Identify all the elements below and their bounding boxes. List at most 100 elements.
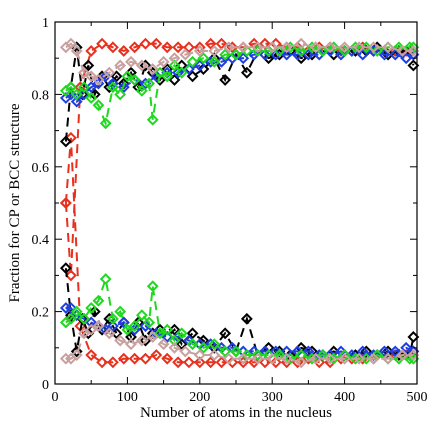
series-2-cp-point (237, 52, 250, 65)
series-3-bcc-point (251, 349, 264, 361)
series-3-bcc-point (135, 309, 148, 322)
series-0-bcc-line (64, 137, 414, 364)
series-3-cp-point (161, 70, 174, 83)
series-3-cp-point (371, 45, 384, 57)
series-2-cp-point (248, 48, 261, 61)
series-0-cp-point (96, 37, 108, 50)
series-4-bcc-point (396, 349, 409, 361)
series-2-cp-point (378, 48, 391, 61)
series-2-cp-point (172, 66, 184, 79)
series-1-bcc-point (70, 345, 83, 358)
series-4-cp-point (179, 48, 192, 61)
series-3-cp-point (175, 66, 188, 79)
series-2-cp-point (291, 48, 304, 61)
series-4-bcc-point (103, 327, 116, 340)
series-4-bcc-point (222, 352, 235, 365)
series-1-bcc-point (407, 331, 420, 343)
y-tick-label: 0.2 (32, 306, 50, 321)
series-0-cp-point (150, 37, 163, 50)
series-0-bcc-point (139, 352, 152, 365)
series-4-cp-point (193, 45, 206, 57)
series-4-bcc-point (309, 352, 322, 365)
series-3-bcc-point (168, 334, 181, 347)
series-1-bcc-point (392, 349, 405, 361)
series-3-bcc-point (349, 352, 362, 365)
series-4-bcc-point (266, 352, 279, 365)
series-0-bcc-point (215, 356, 228, 369)
y-tick-label: 0 (42, 378, 49, 393)
series-1-bcc-point (306, 345, 318, 358)
series-3-bcc-point (208, 338, 221, 351)
series-3-bcc-point (186, 338, 199, 351)
series-4-bcc-point (280, 352, 293, 365)
series-4-cp-point (135, 59, 148, 72)
series-3-cp-point (135, 84, 148, 97)
series-0-bcc-point (161, 352, 174, 365)
series-0-cp-point (139, 37, 152, 50)
series-3-cp-point (85, 92, 98, 104)
series-1-cp-point (139, 59, 152, 72)
series-3-bcc-point (327, 352, 340, 365)
series-3-cp-point (70, 88, 83, 101)
series-4-cp-line (65, 42, 414, 82)
series-4-cp-point (338, 41, 351, 54)
series-4-cp-point (237, 41, 250, 54)
series-4-cp-point (208, 45, 221, 57)
series-2-bcc-line (65, 307, 414, 357)
x-tick-label: 500 (407, 390, 428, 405)
series-4-cp-point (407, 45, 420, 57)
series-3-bcc-point (295, 349, 308, 361)
series-4-cp-point (146, 63, 159, 75)
series-4-bcc-line (65, 324, 414, 364)
series-4-cp-point (168, 52, 181, 65)
series-4-bcc-point (146, 331, 159, 343)
series-2-cp-point (204, 55, 217, 68)
series-1-bcc-point (88, 305, 101, 318)
series-3-cp-point (316, 45, 329, 57)
series-3-bcc-point (78, 312, 90, 325)
series-1-cp-point (168, 74, 181, 86)
series-4-cp-point (78, 66, 90, 79)
series-1-bcc-point (219, 327, 232, 340)
series-4-bcc-point (251, 352, 264, 365)
series-0-bcc-point (193, 356, 206, 369)
series-layer (59, 37, 420, 369)
series-3-cp-point (114, 88, 127, 101)
series-3-bcc-point (70, 305, 83, 318)
series-2-cp-point (117, 81, 130, 94)
series-4-bcc-point (353, 352, 365, 365)
series-0-cp-point (161, 41, 174, 54)
series-4-bcc-point (114, 334, 127, 347)
series-4-bcc-point (367, 352, 380, 365)
series-1-bcc-point (175, 338, 188, 351)
series-4-cp-point (353, 41, 365, 54)
series-4-cp-point (92, 74, 105, 86)
series-3-bcc-line (65, 278, 414, 360)
series-0-bcc-point (269, 356, 282, 369)
series-0-bcc-point (107, 356, 119, 369)
series-1-cp-point (407, 59, 420, 72)
series-4-cp-point (396, 45, 409, 57)
series-4-cp-point (324, 41, 337, 54)
series-1-cp-point (219, 74, 232, 86)
series-4-bcc-point (407, 349, 420, 361)
series-3-cp-point (99, 117, 112, 130)
x-tick-label: 400 (334, 390, 355, 405)
series-2-bcc-point (378, 345, 391, 358)
series-2-cp-line (65, 49, 414, 104)
series-2-cp-point (193, 59, 206, 72)
series-1-cp-point (295, 52, 308, 65)
series-2-bcc-point (65, 302, 77, 314)
series-4-bcc-point (208, 349, 221, 361)
series-3-bcc-point (219, 345, 232, 358)
series-4-bcc-point (324, 352, 337, 365)
series-0-bcc-point (226, 356, 239, 369)
series-2-bcc-point (139, 320, 152, 332)
series-4-cp-point (382, 41, 394, 54)
series-1-cp-point (186, 70, 199, 83)
ticks-layer: 0 100 200 300 400 500 0 0.2 0.4 0.6 0.8 1 (32, 16, 428, 405)
series-1-bcc-point (59, 262, 72, 275)
series-3-bcc-point (85, 302, 98, 314)
y-tick-label: 0.6 (32, 161, 50, 176)
